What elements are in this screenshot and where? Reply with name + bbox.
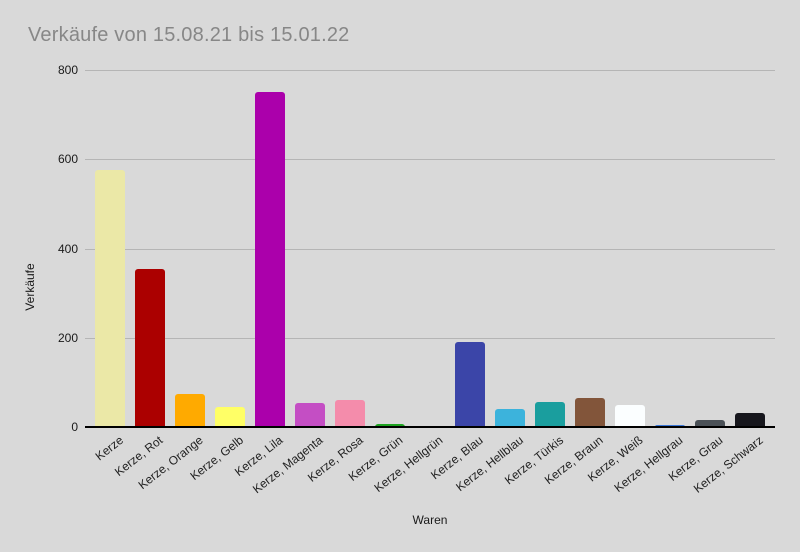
gridline bbox=[85, 70, 775, 71]
bar bbox=[375, 424, 405, 427]
bar bbox=[295, 403, 325, 427]
y-tick-label: 800 bbox=[57, 63, 78, 77]
bar bbox=[455, 342, 485, 427]
bar bbox=[95, 170, 125, 427]
chart-title: Verkäufe von 15.08.21 bis 15.01.22 bbox=[28, 24, 350, 46]
gridline bbox=[85, 249, 775, 250]
bar bbox=[495, 409, 525, 427]
gridline bbox=[85, 159, 775, 160]
gridline bbox=[85, 338, 775, 339]
bar bbox=[135, 269, 165, 427]
y-tick-label: 400 bbox=[57, 242, 78, 256]
x-axis-title: Waren bbox=[412, 513, 448, 527]
x-tick-label: Kerze, Magenta bbox=[250, 433, 326, 497]
x-tick-label: Kerze bbox=[92, 433, 126, 464]
bar bbox=[175, 394, 205, 427]
x-axis-line bbox=[85, 426, 775, 428]
bar bbox=[335, 400, 365, 427]
y-tick-label: 200 bbox=[57, 331, 78, 345]
y-axis-title: Verkäufe bbox=[23, 263, 37, 311]
bar bbox=[255, 92, 285, 427]
bar bbox=[695, 420, 725, 427]
bar bbox=[535, 402, 565, 427]
x-tick-label: Kerze, Schwarz bbox=[690, 433, 766, 496]
y-tick-label: 0 bbox=[71, 420, 78, 434]
bar bbox=[215, 407, 245, 427]
bar bbox=[735, 413, 765, 427]
bar bbox=[575, 398, 605, 427]
bar bbox=[615, 405, 645, 427]
y-tick-label: 600 bbox=[57, 152, 78, 166]
